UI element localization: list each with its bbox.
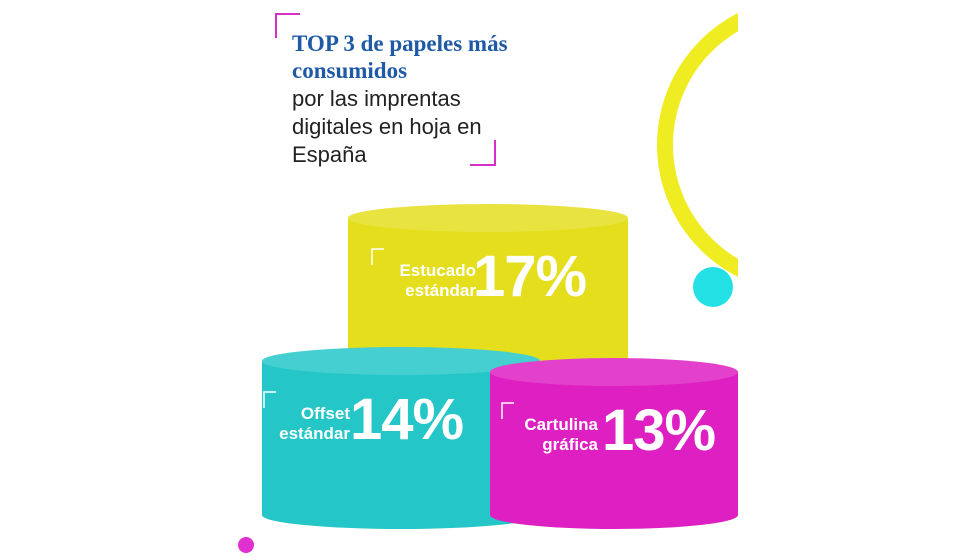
podium-body bbox=[490, 372, 738, 529]
category-label: Offset estándar bbox=[279, 404, 350, 443]
decor-dot bbox=[693, 267, 733, 307]
category-label: Cartulina gráfica bbox=[524, 415, 598, 454]
value-label: 13% bbox=[602, 398, 716, 463]
decor-dot bbox=[238, 537, 254, 553]
chart-subtitle: por las imprentas digitales en hoja en E… bbox=[292, 86, 482, 167]
podium-top bbox=[262, 347, 540, 375]
decor-bracket bbox=[275, 13, 300, 38]
decor-bracket bbox=[470, 140, 496, 166]
podium-body bbox=[262, 361, 540, 529]
label-bracket bbox=[263, 391, 276, 408]
label-bracket bbox=[501, 402, 514, 419]
label-bracket bbox=[371, 248, 384, 265]
podium-top bbox=[490, 358, 738, 386]
podium-top bbox=[348, 204, 628, 232]
category-label: Estucado estándar bbox=[399, 261, 476, 300]
value-label: 17% bbox=[473, 244, 587, 309]
decor-ring bbox=[657, 13, 738, 277]
value-label: 14% bbox=[350, 387, 464, 452]
chart-title: TOP 3 de papeles más consumidos bbox=[292, 31, 508, 83]
